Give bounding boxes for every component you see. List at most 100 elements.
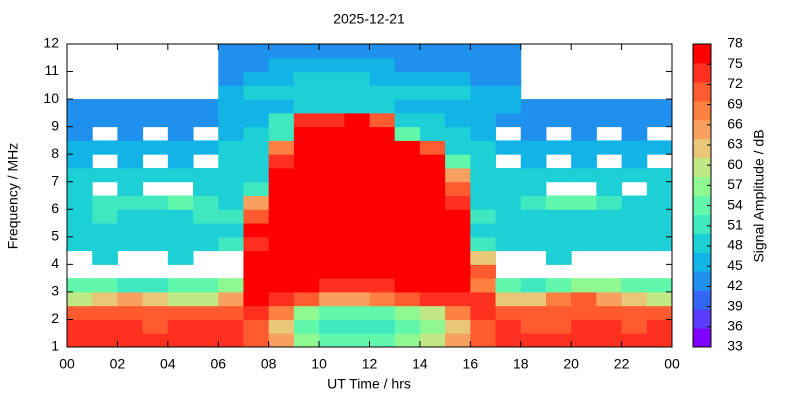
heatmap-cell xyxy=(571,195,597,210)
heatmap-cell xyxy=(470,264,497,279)
heatmap-cell xyxy=(344,333,370,348)
heatmap-cell xyxy=(67,291,93,307)
heatmap-cell xyxy=(344,236,370,252)
heatmap-cell xyxy=(67,278,93,293)
heatmap-cell xyxy=(319,236,345,252)
heatmap-cell xyxy=(571,112,597,128)
heatmap-cell xyxy=(445,126,471,141)
heatmap-cell xyxy=(495,195,522,210)
heatmap-cell xyxy=(193,195,219,210)
x-tick-label: 18 xyxy=(513,356,529,372)
heatmap-cell xyxy=(545,167,572,183)
heatmap-cell xyxy=(596,319,623,334)
heatmap-cell xyxy=(117,305,144,320)
heatmap-cell xyxy=(268,57,295,73)
heatmap-cell xyxy=(268,333,295,348)
heatmap-cell xyxy=(419,305,446,320)
heatmap-cell xyxy=(394,167,421,183)
heatmap-cell xyxy=(394,57,421,73)
heatmap-cell xyxy=(344,195,370,210)
heatmap-cell xyxy=(344,319,370,334)
heatmap-cell xyxy=(243,195,270,210)
heatmap-cell xyxy=(293,291,320,307)
heatmap-cell xyxy=(419,250,446,265)
heatmap-cell xyxy=(470,209,497,224)
heatmap-cell xyxy=(470,57,497,73)
heatmap-cell xyxy=(445,319,471,334)
heatmap-cell xyxy=(369,112,396,128)
heatmap-cell xyxy=(319,291,345,307)
heatmap-cell xyxy=(319,319,345,334)
heatmap-cell xyxy=(167,319,194,334)
chart-title: 2025-12-21 xyxy=(333,11,405,27)
heatmap-cell xyxy=(142,333,169,348)
heatmap-cell xyxy=(369,57,396,73)
heatmap-cell xyxy=(193,112,219,128)
heatmap-cell xyxy=(319,44,345,59)
heatmap-cell xyxy=(193,319,219,334)
heatmap-cell xyxy=(646,278,673,293)
heatmap-cell xyxy=(218,181,244,196)
heatmap-cell xyxy=(394,85,421,100)
heatmap-cell xyxy=(167,333,194,348)
heatmap-cell xyxy=(243,140,270,155)
y-tick-label: 2 xyxy=(51,310,59,326)
heatmap-cell xyxy=(67,319,93,334)
heatmap-cell xyxy=(596,195,623,210)
heatmap-cell xyxy=(117,195,144,210)
heatmap-cell xyxy=(419,319,446,334)
heatmap-cell xyxy=(394,291,421,307)
heatmap-cell xyxy=(92,167,118,183)
heatmap-cell xyxy=(621,305,648,320)
heatmap-cell xyxy=(218,44,244,59)
heatmap-cell xyxy=(369,236,396,252)
heatmap-cell xyxy=(470,126,497,141)
heatmap-cell xyxy=(319,126,345,141)
heatmap-cell xyxy=(596,99,623,114)
heatmap-cell xyxy=(67,167,93,183)
heatmap-cell xyxy=(369,209,396,224)
heatmap-cell xyxy=(571,140,597,155)
heatmap-cell xyxy=(67,140,93,155)
colorbar-tick-label: 60 xyxy=(727,156,743,172)
heatmap-cell xyxy=(193,278,219,293)
heatmap-cell xyxy=(470,154,497,169)
heatmap-cell xyxy=(293,71,320,86)
heatmap-cell xyxy=(646,305,673,320)
heatmap-cell xyxy=(243,209,270,224)
heatmap-cell xyxy=(445,44,471,59)
heatmap-cell xyxy=(445,140,471,155)
heatmap-cell xyxy=(621,319,648,334)
heatmap-cell xyxy=(419,209,446,224)
heatmap-cell xyxy=(167,99,194,114)
heatmap-cell xyxy=(293,140,320,155)
heatmap-cell xyxy=(495,333,522,348)
heatmap-cell xyxy=(142,319,169,334)
heatmap-cell xyxy=(545,140,572,155)
heatmap-cell xyxy=(419,126,446,141)
heatmap-cell xyxy=(193,333,219,348)
heatmap-cell xyxy=(470,278,497,293)
heatmap-cell xyxy=(470,140,497,155)
heatmap-cell xyxy=(394,195,421,210)
colorbar-tick-label: 75 xyxy=(727,55,743,71)
y-tick-label: 10 xyxy=(43,90,59,106)
heatmap-cells xyxy=(67,44,673,348)
heatmap-cell xyxy=(571,278,597,293)
heatmap-cell xyxy=(92,99,118,114)
heatmap-cell xyxy=(218,305,244,320)
heatmap-cell xyxy=(369,140,396,155)
heatmap-cell xyxy=(218,112,244,128)
heatmap-cell xyxy=(218,71,244,86)
colorbar-tick-label: 78 xyxy=(727,35,743,51)
heatmap-cell xyxy=(419,333,446,348)
x-tick-label: 10 xyxy=(311,356,327,372)
heatmap-cell xyxy=(268,112,295,128)
heatmap-cell xyxy=(268,44,295,59)
heatmap-cell xyxy=(419,291,446,307)
heatmap-cell xyxy=(293,99,320,114)
heatmap-cell xyxy=(621,126,648,141)
heatmap-cell xyxy=(369,319,396,334)
heatmap-cell xyxy=(369,223,396,238)
heatmap-cell xyxy=(319,57,345,73)
